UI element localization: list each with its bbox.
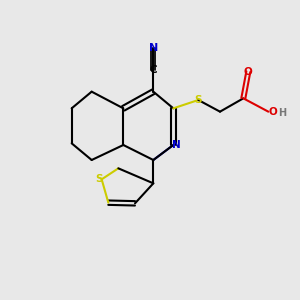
Text: O: O xyxy=(244,67,253,77)
Text: S: S xyxy=(195,95,202,105)
Text: N: N xyxy=(172,140,181,150)
Text: O: O xyxy=(269,107,278,117)
Text: N: N xyxy=(149,43,158,53)
Text: C: C xyxy=(149,65,157,75)
Text: H: H xyxy=(278,108,286,118)
Text: S: S xyxy=(95,174,102,184)
